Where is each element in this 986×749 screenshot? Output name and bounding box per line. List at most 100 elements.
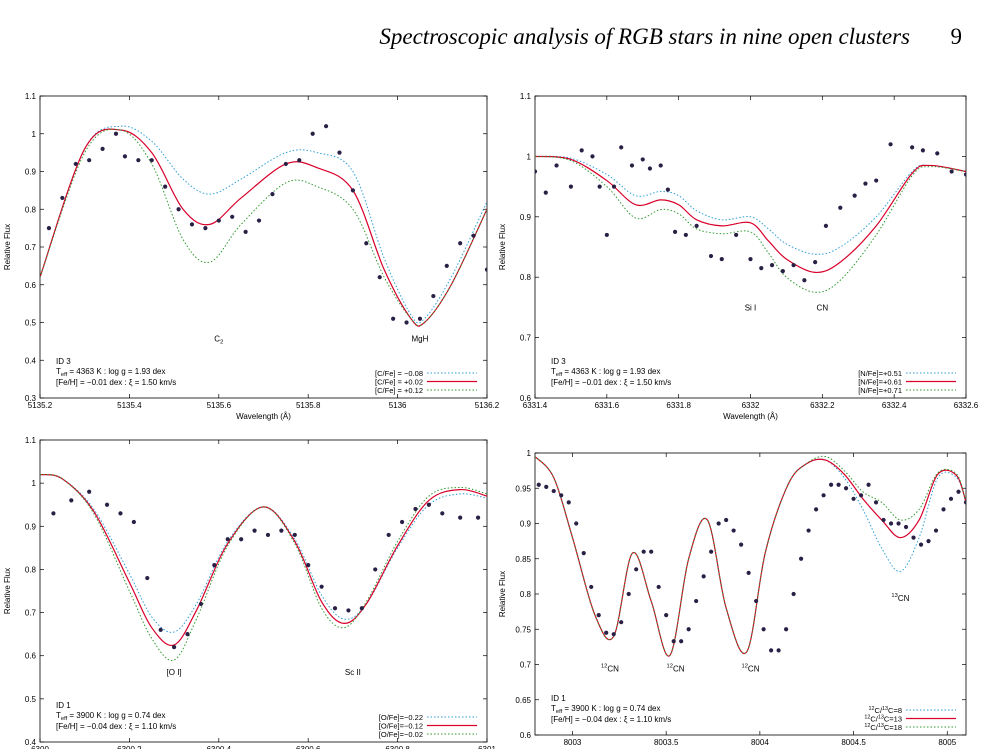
observed-point <box>709 549 714 554</box>
y-tick-label: 1.1 <box>520 92 532 101</box>
synthetic-spectrum-line-3 <box>40 473 487 661</box>
y-tick-label: 0.4 <box>25 356 37 365</box>
plot-frame <box>39 95 488 399</box>
observed-point <box>377 275 382 280</box>
y-tick-label: 1 <box>32 130 37 139</box>
observed-point <box>373 567 378 572</box>
observed-point <box>708 253 714 259</box>
observed-point <box>604 630 609 635</box>
observed-point <box>701 574 706 579</box>
legend-label-3: 12C/13C=18 <box>864 723 902 732</box>
observed-point <box>647 166 653 171</box>
x-tick-label: 6331.6 <box>595 401 620 410</box>
observed-point <box>270 192 275 197</box>
observed-point <box>926 539 931 544</box>
observed-point <box>604 232 609 238</box>
y-tick-label: 1 <box>32 479 37 488</box>
observed-point <box>776 648 781 653</box>
observed-point <box>386 532 391 538</box>
observed-point <box>122 154 128 159</box>
y-tick-label: 0.85 <box>515 555 531 564</box>
observed-point <box>619 620 624 625</box>
observed-point <box>426 502 431 507</box>
observed-point <box>828 482 834 487</box>
x-tick-label: 6331.4 <box>523 401 548 410</box>
observed-point <box>252 528 257 533</box>
line-annotation: [O I] <box>167 668 182 677</box>
observed-point <box>739 542 744 547</box>
observed-point <box>337 150 342 155</box>
y-axis-label: Relative Flux <box>498 571 507 617</box>
line-annotation: 13CN <box>891 593 909 603</box>
y-tick-label: 1 <box>527 152 532 161</box>
observed-point <box>364 241 369 246</box>
chart-panel-oxygen: 0.4 0.5 0.6 0.7 0.8 0.9 1 1.1 6300 6300.2 6300.4 63… <box>3 436 496 749</box>
observed-point <box>619 145 624 150</box>
legend-label-2: [C/Fe] = +0.02 <box>375 378 423 387</box>
x-axis-label: Wavelength (Å) <box>236 412 291 421</box>
observed-point <box>611 184 617 189</box>
observed-point <box>589 584 594 590</box>
observed-point <box>198 601 204 607</box>
observed-point <box>87 158 92 163</box>
observed-point <box>185 632 190 637</box>
observed-point <box>748 256 753 262</box>
legend-label-3: [O/Fe]=−0.02 <box>379 730 423 739</box>
y-tick-label: 0.8 <box>25 565 37 574</box>
observed-point <box>597 184 602 189</box>
y-tick-label: 0.6 <box>520 731 532 740</box>
page-number: 9 <box>950 24 963 49</box>
observed-point <box>658 163 663 168</box>
observed-point <box>172 644 177 650</box>
observed-point <box>203 226 208 231</box>
y-tick-label: 0.3 <box>25 394 37 403</box>
x-tick-label: 5135.4 <box>117 401 142 410</box>
observed-point <box>158 627 163 632</box>
synthetic-spectrum-line-2 <box>535 456 966 657</box>
observed-point <box>671 639 676 644</box>
observed-point <box>346 608 351 613</box>
observed-point <box>574 521 579 526</box>
synthetic-spectrum-line-3 <box>535 155 966 293</box>
observed-point <box>838 205 843 210</box>
observed-point <box>941 507 946 512</box>
observed-point <box>852 193 857 198</box>
observed-point <box>963 172 966 177</box>
observed-point <box>769 263 775 268</box>
observed-point <box>896 521 901 526</box>
y-tick-label: 0.8 <box>25 205 37 214</box>
y-tick-label: 0.7 <box>520 661 532 670</box>
y-tick-label: 0.9 <box>25 522 37 531</box>
observed-point <box>813 507 819 512</box>
chart-panel-carbon: 0.3 0.4 0.5 0.6 0.7 0.8 0.9 1 1.1 5135.2 5135.4 513… <box>3 92 500 421</box>
observed-point <box>136 158 141 163</box>
observed-point <box>359 606 364 611</box>
chart-panel-nitrogen: 0.6 0.7 0.8 0.9 1 1.1 6331.4 6331.6 6331.8 6332 63… <box>498 92 979 421</box>
observed-point <box>163 184 168 189</box>
observed-point <box>149 158 154 163</box>
line-annotation: 12CN <box>742 664 760 674</box>
observed-point <box>590 154 595 159</box>
line-annotation: MgH <box>412 334 429 343</box>
y-tick-label: 1 <box>527 449 532 458</box>
star-id-label: ID 3 <box>551 357 566 366</box>
y-tick-label: 0.5 <box>25 695 37 704</box>
line-annotation: CN <box>817 303 829 312</box>
x-tick-label: 6332.4 <box>882 401 907 410</box>
x-tick-label: 8004.5 <box>841 738 866 747</box>
observed-point <box>836 482 841 487</box>
feh-xi-label: [Fe/H] = −0.04 dex : ξ = 1.10 km/s <box>551 715 671 724</box>
observed-point <box>458 515 463 520</box>
line-annotation: 12CN <box>601 664 619 674</box>
y-tick-label: 0.9 <box>520 213 532 222</box>
feh-xi-label: [Fe/H] = −0.01 dex : ξ = 1.50 km/s <box>56 378 176 387</box>
x-tick-label: 5135.6 <box>207 401 232 410</box>
observed-point <box>640 157 645 162</box>
observed-point <box>813 260 818 265</box>
legend-label-1: 12C/13C=8 <box>869 706 902 715</box>
line-annotation: C2 <box>214 334 223 345</box>
y-axis-label: Relative Flux <box>498 224 507 270</box>
observed-point <box>821 493 826 498</box>
observed-point <box>554 163 559 168</box>
observed-point <box>626 591 631 597</box>
